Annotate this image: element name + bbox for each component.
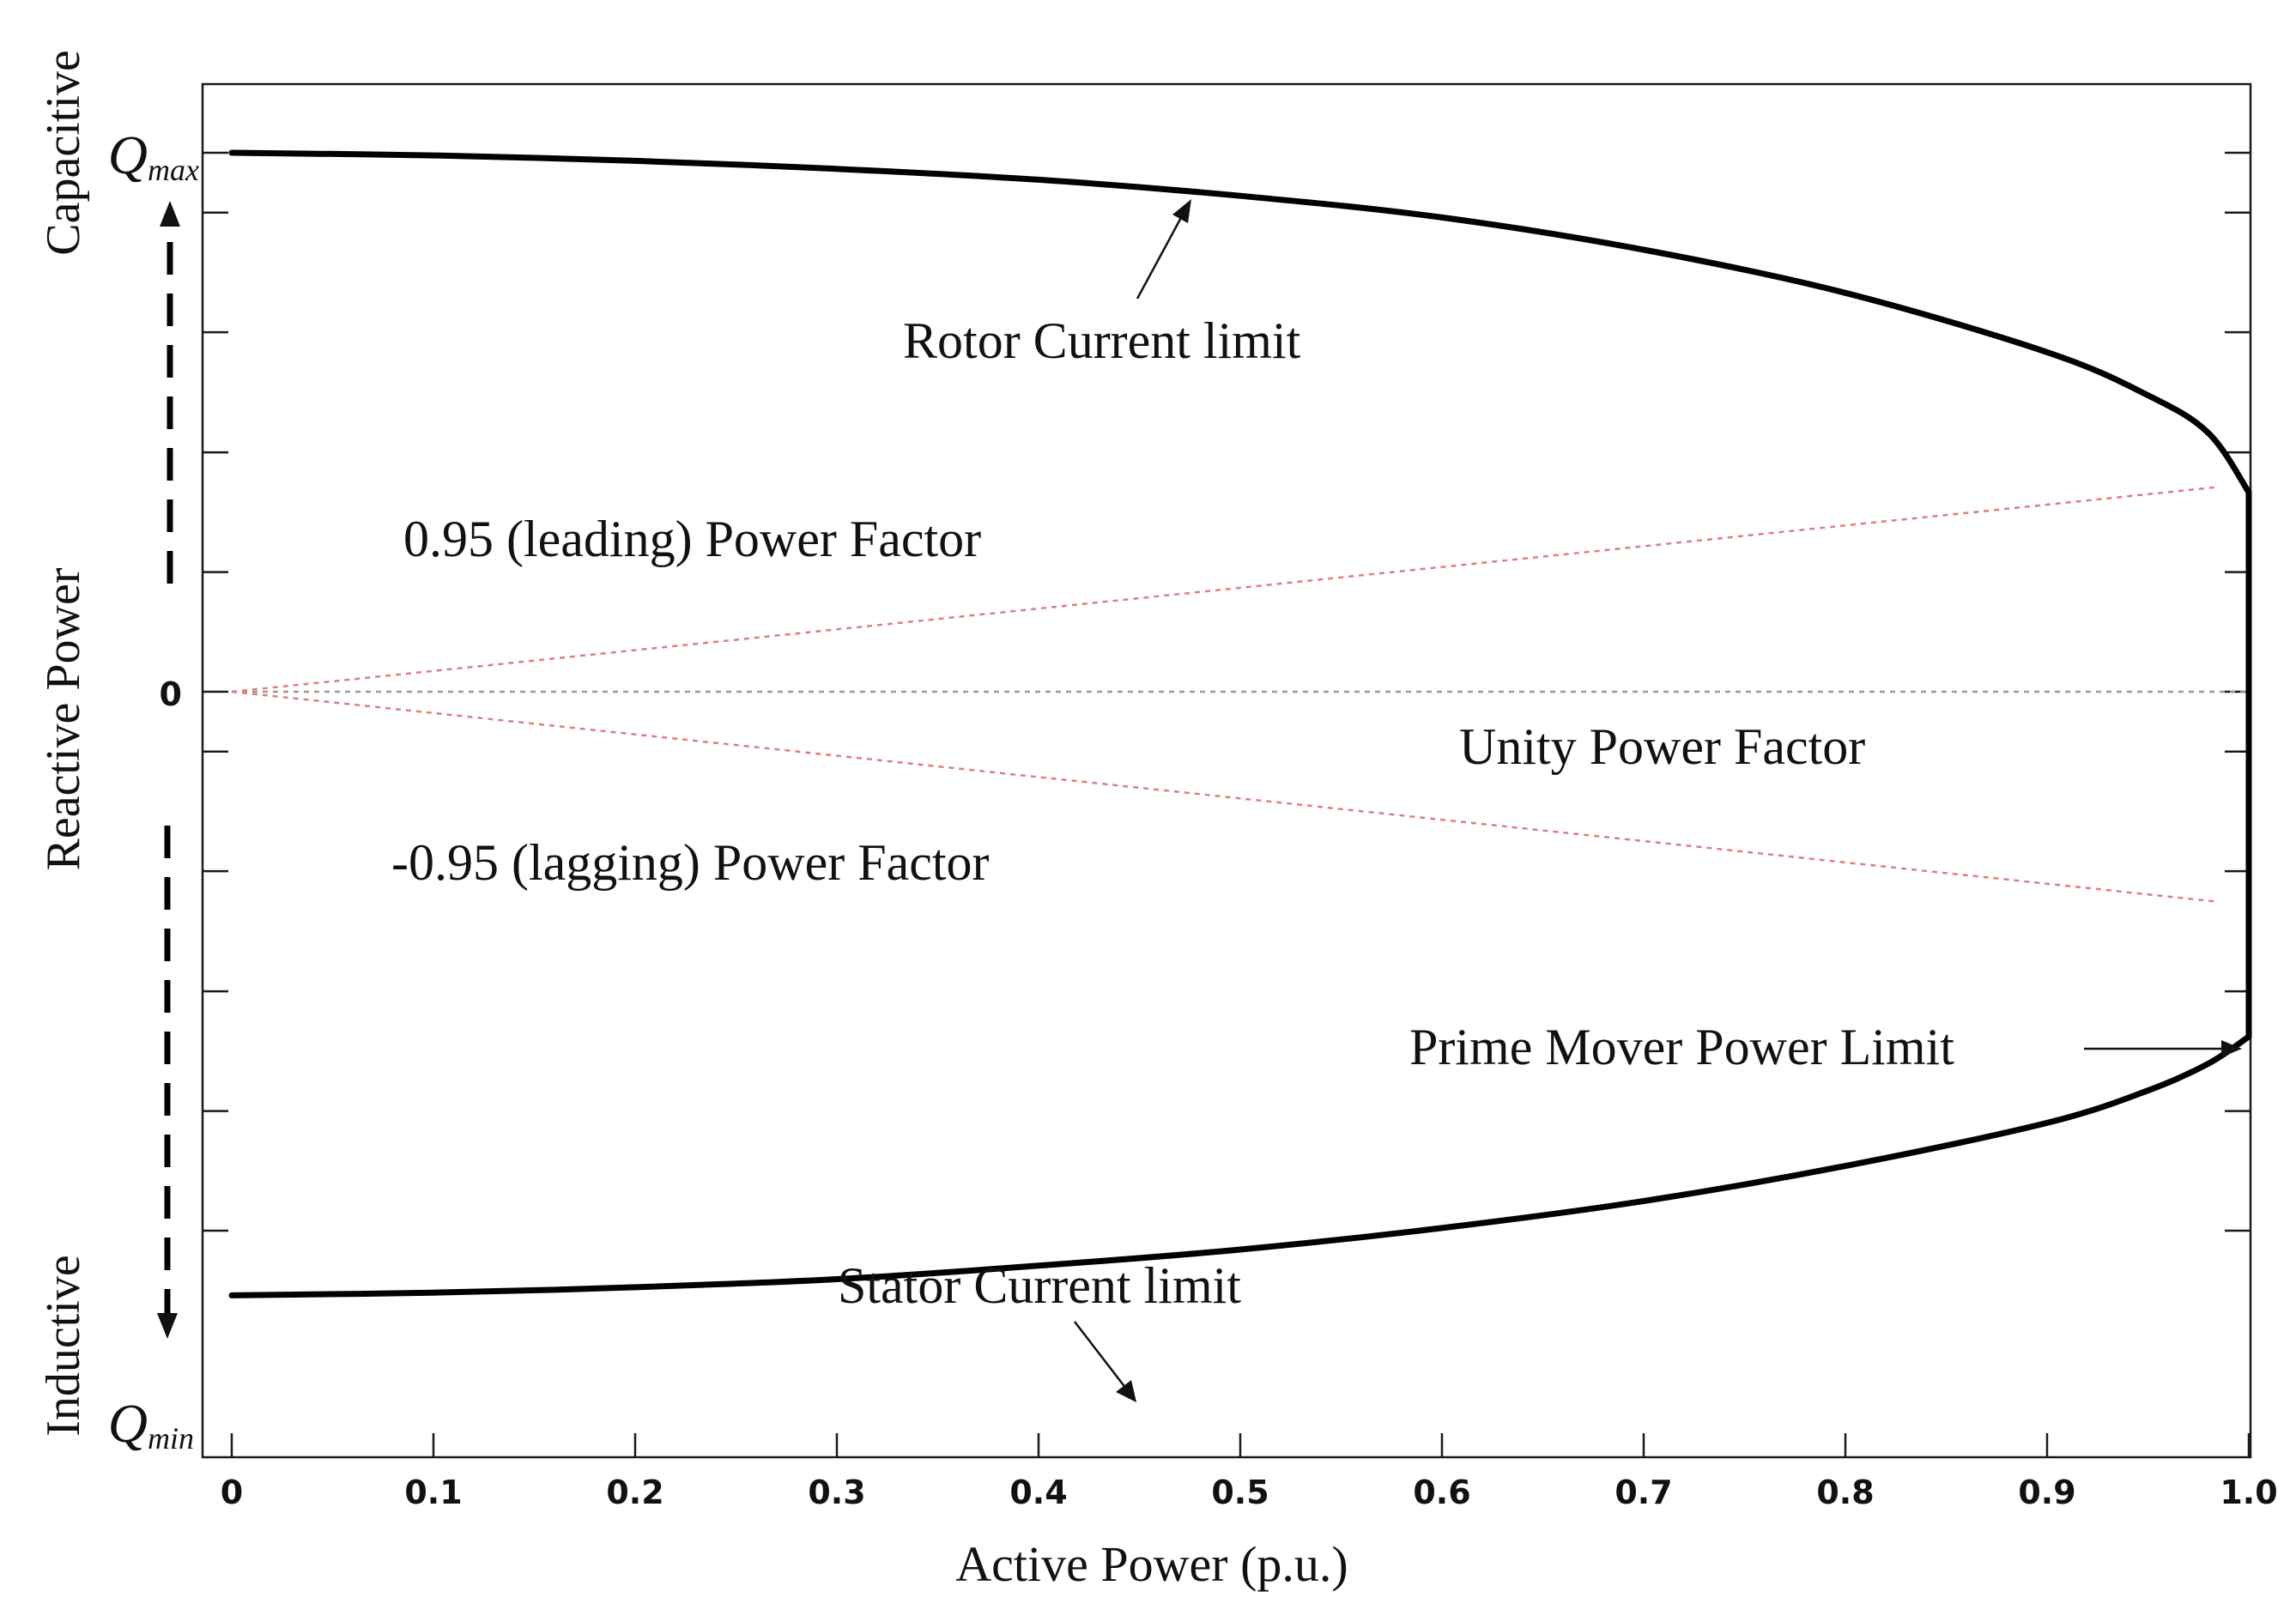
x-tick-label: 0.8 — [1816, 1474, 1874, 1511]
stator-pointer — [1074, 1321, 1136, 1402]
x-tick-label: 0.3 — [808, 1474, 865, 1511]
y-zero-label: 0 — [160, 675, 182, 713]
capacitive-label: Capacitive — [37, 50, 90, 255]
x-tick-label: 0.6 — [1413, 1474, 1470, 1511]
x-tick-label: 0.9 — [2018, 1474, 2075, 1511]
q-max-label: Qmax — [108, 124, 199, 187]
leading-pf-label: 0.95 (leading) Power Factor — [403, 511, 981, 567]
inductive-label: Inductive — [37, 1255, 90, 1436]
capacitive-direction-arrow — [160, 201, 180, 584]
x-tick-label: 1.0 — [2220, 1474, 2277, 1511]
leading-power-factor-line — [231, 486, 2219, 693]
y-axis-title: Reactive Power — [37, 567, 90, 870]
rotor-current-limit-curve — [228, 149, 2252, 496]
stator-limit-label: Stator Current limit — [838, 1257, 1241, 1314]
stator-current-limit-curve — [228, 1033, 2252, 1298]
x-tick-label: 0.2 — [606, 1474, 663, 1511]
lagging-pf-label: -0.95 (lagging) Power Factor — [391, 834, 990, 891]
inductive-direction-arrow — [157, 826, 178, 1339]
x-tick-label: 0.7 — [1614, 1474, 1672, 1511]
x-tick-label: 0 — [221, 1474, 243, 1511]
rotor-pointer — [1136, 199, 1191, 300]
rotor-limit-label: Rotor Current limit — [903, 312, 1301, 369]
unity-pf-label: Unity Power Factor — [1459, 718, 1865, 775]
q-min-label: Qmin — [108, 1393, 194, 1456]
lagging-power-factor-line — [231, 690, 2219, 904]
x-tick-label: 0.4 — [1009, 1474, 1067, 1511]
x-axis-ticks: 0 0.1 0.2 0.3 0.4 0.5 0.6 0.7 0.8 0.9 1.0 — [221, 1433, 2278, 1511]
x-tick-label: 0.1 — [404, 1474, 462, 1511]
prime-mover-pointer — [2084, 1040, 2242, 1057]
x-axis-title: Active Power (p.u.) — [955, 1536, 1348, 1592]
x-tick-label: 0.5 — [1211, 1474, 1269, 1511]
prime-mover-label: Prime Mover Power Limit — [1409, 1019, 1954, 1075]
